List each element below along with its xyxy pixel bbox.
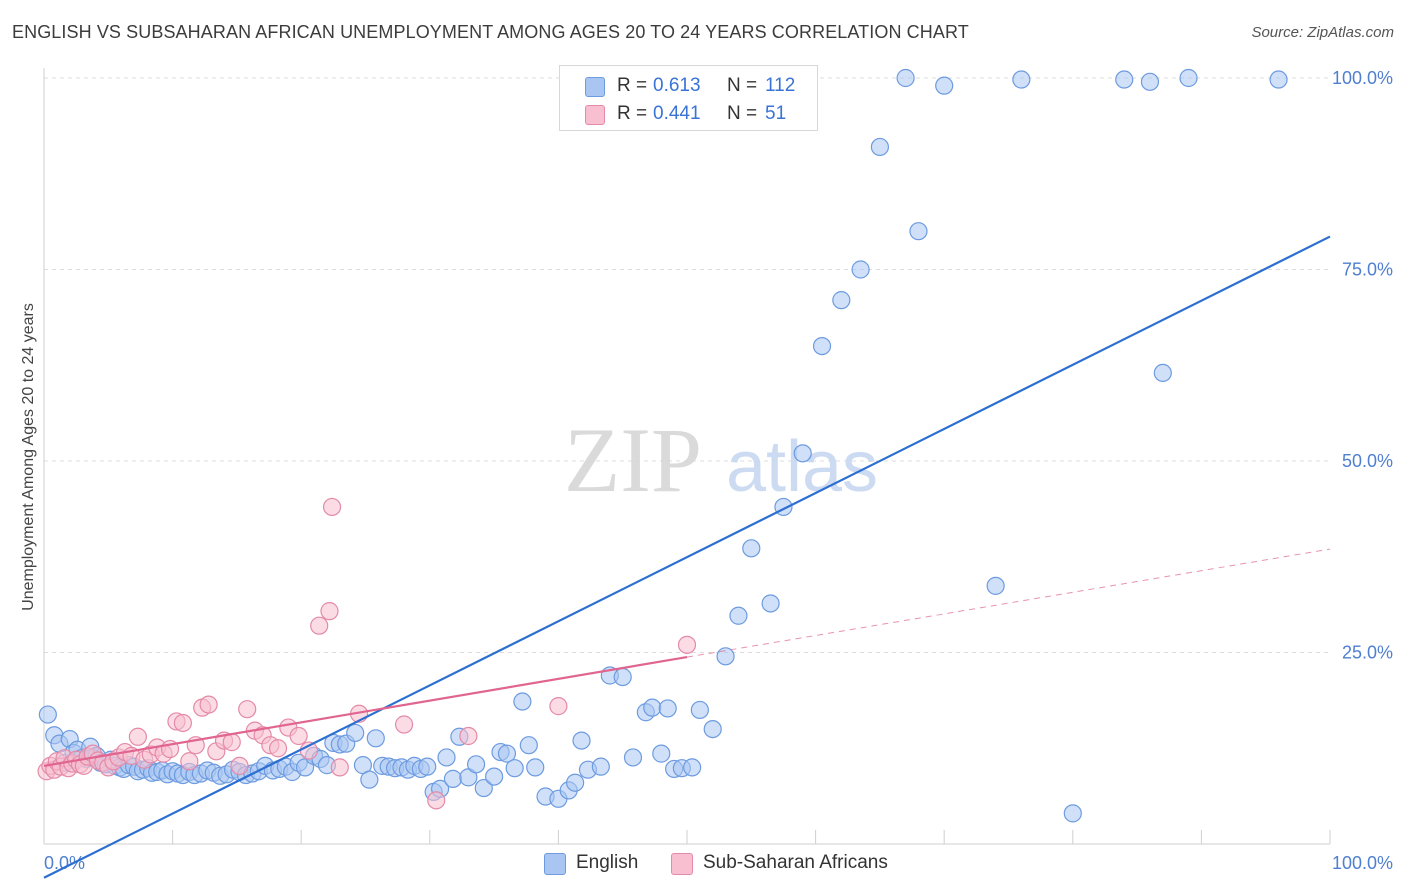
data-point: [613, 667, 632, 687]
legend-r-value: 0.613: [653, 75, 701, 96]
data-point: [180, 752, 199, 771]
data-point: [238, 700, 257, 719]
y-tick-label: 100.0%: [1332, 68, 1393, 88]
data-point: [519, 736, 538, 755]
legend-swatch-ssa: [585, 105, 605, 125]
x-tick-label: 100.0%: [1332, 853, 1393, 873]
trend-lines: [43, 235, 1331, 879]
data-point: [497, 744, 517, 763]
data-point: [832, 291, 851, 310]
data-point: [566, 773, 585, 792]
y-tick-label: 75.0%: [1342, 260, 1393, 280]
data-point: [128, 727, 147, 746]
legend-r-label: R =: [617, 103, 648, 124]
stats-legend: R = 0.613 N = 112 R = 0.441 N = 51: [559, 65, 818, 131]
data-point: [1063, 804, 1082, 823]
data-point: [716, 647, 735, 666]
bottom-legend-label-english: English: [576, 852, 639, 873]
data-point: [346, 723, 365, 743]
data-point: [199, 695, 218, 714]
y-tick-label: 25.0%: [1342, 643, 1393, 663]
data-point: [330, 758, 349, 777]
data-point: [1179, 68, 1198, 88]
data-point: [1012, 70, 1031, 89]
tick-labels: 25.0% 50.0% 75.0% 100.0% 0.0% 100.0%: [44, 68, 1393, 873]
chart-title: ENGLISH VS SUBSAHARAN AFRICAN UNEMPLOYME…: [12, 22, 969, 42]
data-point: [38, 705, 57, 724]
data-point: [761, 594, 780, 613]
data-point: [1140, 72, 1160, 91]
data-point: [812, 337, 832, 356]
data-point: [572, 731, 591, 750]
data-point: [677, 635, 697, 654]
watermark-zip: ZIP: [564, 409, 702, 511]
data-point: [437, 748, 456, 767]
legend-n-value: 112: [765, 75, 796, 96]
data-point: [173, 713, 192, 733]
data-point: [485, 767, 504, 786]
data-point: [658, 699, 677, 718]
data-point: [322, 497, 342, 517]
trend-line-english: [43, 235, 1331, 879]
data-point: [1269, 70, 1288, 89]
data-point: [268, 739, 288, 758]
chart-source: Source: ZipAtlas.com: [1251, 24, 1394, 41]
data-point: [513, 692, 532, 711]
data-point: [591, 757, 610, 776]
data-point: [443, 769, 463, 788]
data-point: [466, 755, 486, 774]
data-point: [427, 791, 446, 810]
legend-swatch-english: [585, 77, 605, 97]
data-point: [394, 715, 414, 734]
bottom-legend-swatch-ssa: [671, 853, 693, 875]
data-point: [909, 222, 928, 241]
data-point: [703, 719, 722, 739]
data-point: [652, 744, 671, 763]
data-point: [643, 698, 662, 717]
data-point: [1115, 70, 1134, 89]
data-point: [418, 757, 437, 776]
trend-line-ssa-extension: [686, 548, 1331, 658]
data-point: [459, 726, 478, 746]
legend-r-label: R =: [617, 75, 648, 96]
trend-line-ssa: [43, 656, 688, 767]
data-point: [793, 444, 812, 463]
data-point: [505, 759, 524, 778]
bottom-legend-label-ssa: Sub-Saharan Africans: [703, 852, 888, 873]
legend-n-label: N =: [727, 103, 758, 124]
data-point: [310, 616, 329, 635]
data-point: [851, 260, 870, 279]
data-point: [690, 700, 709, 720]
data-point: [320, 602, 339, 621]
data-point: [935, 76, 954, 95]
grid: [44, 77, 1330, 653]
legend-r-value: 0.441: [653, 103, 701, 124]
data-point: [366, 729, 385, 748]
x-tick-label: 0.0%: [44, 853, 85, 873]
data-point: [474, 778, 493, 798]
data-point: [986, 576, 1005, 595]
data-point: [1153, 363, 1172, 383]
data-point: [289, 726, 308, 746]
legend-n-label: N =: [727, 75, 758, 96]
data-point: [526, 758, 545, 777]
bottom-legend-swatch-english: [544, 853, 566, 875]
data-point: [742, 539, 761, 558]
data-point: [729, 606, 748, 625]
data-point: [549, 697, 568, 716]
data-point: [230, 756, 249, 775]
data-point: [683, 758, 702, 777]
y-tick-label: 50.0%: [1342, 451, 1393, 471]
y-axis-label: Unemployment Among Ages 20 to 24 years: [20, 303, 37, 611]
legend-n-value: 51: [765, 103, 787, 124]
data-point: [360, 770, 379, 789]
data-point: [896, 68, 915, 88]
data-point: [623, 748, 643, 767]
watermark-atlas: atlas: [726, 427, 878, 507]
data-point: [870, 137, 890, 157]
